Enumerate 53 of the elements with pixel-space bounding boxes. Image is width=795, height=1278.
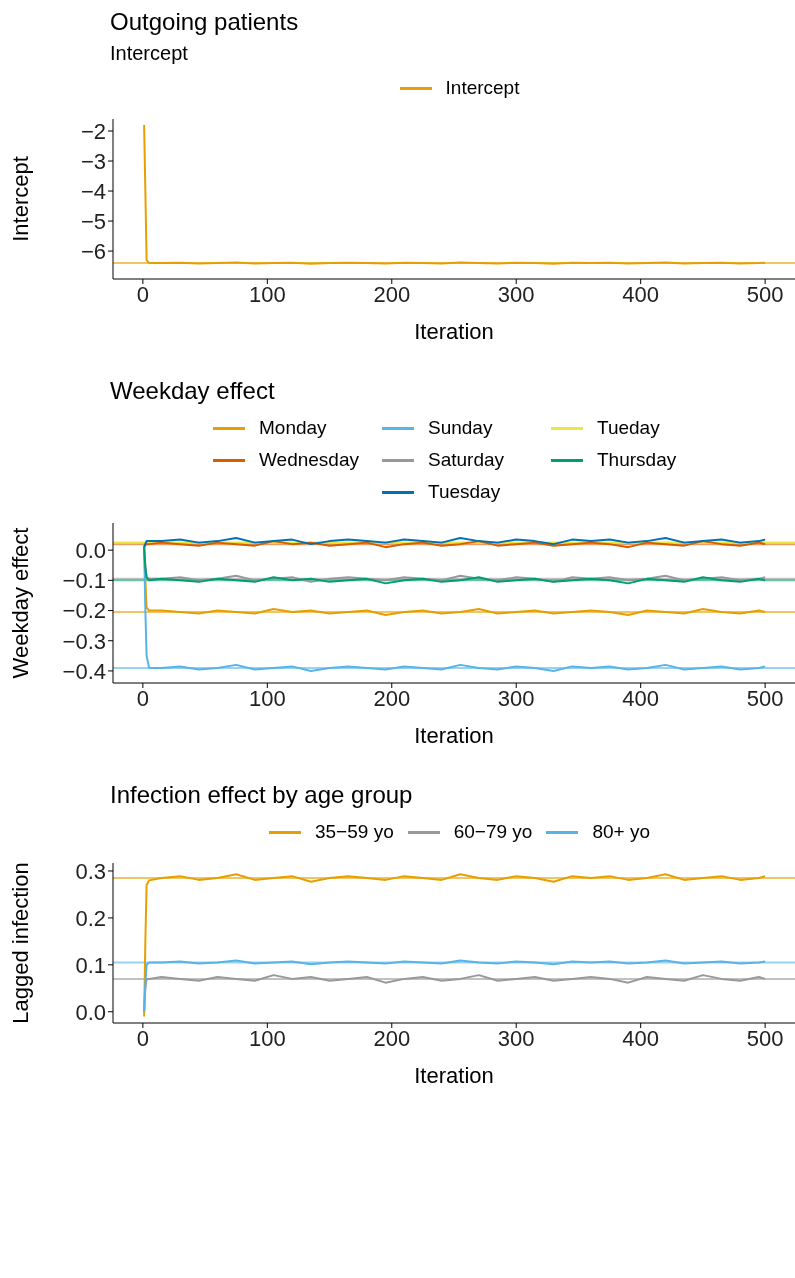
legend-label: Sunday (428, 417, 493, 439)
legend-label: Thursday (597, 449, 677, 471)
x-tick-label: 500 (746, 1025, 784, 1051)
y-axis-title: Lagged infection (7, 862, 33, 1024)
y-axis-title: Weekday effect (7, 527, 33, 679)
x-tick-label: 400 (622, 281, 660, 307)
x-tick-label: 0 (136, 685, 149, 711)
legend-label: 60−79 yo (453, 821, 533, 843)
y-tick-label: −4 (80, 178, 106, 204)
legend-label: Tueday (597, 417, 660, 439)
x-tick-label: 200 (373, 1025, 411, 1051)
y-tick-label: 0.3 (75, 858, 106, 884)
y-tick-label: −5 (80, 208, 106, 234)
y-tick-label: −3 (80, 148, 106, 174)
chart-title: Infection effect by age group (109, 781, 414, 809)
x-axis-title: Iteration (414, 319, 494, 344)
legend-label: Wednesday (259, 449, 359, 471)
y-tick-label: −0.3 (62, 628, 106, 654)
x-tick-label: 0 (136, 1025, 149, 1051)
x-tick-label: 300 (497, 685, 535, 711)
x-tick-label: 400 (622, 1025, 660, 1051)
legend-label: 80+ yo (592, 821, 650, 843)
x-tick-label: 500 (746, 685, 784, 711)
y-tick-label: 0.2 (75, 905, 106, 931)
x-axis-title: Iteration (414, 1063, 494, 1088)
x-tick-label: 200 (373, 685, 411, 711)
x-tick-label: 200 (373, 281, 411, 307)
chart-title: Outgoing patients (109, 8, 300, 36)
legend-label: 35−59 yo (314, 821, 394, 843)
legend-label: Intercept (445, 77, 520, 99)
x-tick-label: 500 (746, 281, 784, 307)
y-tick-label: −0.2 (62, 598, 106, 624)
y-axis-title: Intercept (7, 156, 33, 242)
x-tick-label: 300 (497, 1025, 535, 1051)
y-tick-label: 0.0 (75, 999, 106, 1025)
x-tick-label: 300 (497, 281, 535, 307)
x-tick-label: 100 (248, 281, 286, 307)
y-tick-label: −0.4 (62, 658, 106, 684)
x-tick-label: 100 (248, 1025, 286, 1051)
y-tick-label: 0.1 (75, 952, 106, 978)
x-tick-label: 100 (248, 685, 286, 711)
legend-label: Tuesday (428, 481, 501, 503)
chart-subtitle: Intercept (109, 42, 189, 65)
y-tick-label: −0.1 (62, 568, 106, 594)
x-axis-title: Iteration (414, 723, 494, 748)
y-tick-label: −6 (80, 238, 106, 264)
legend-label: Saturday (428, 449, 505, 471)
x-tick-label: 0 (136, 281, 149, 307)
chart-title: Weekday effect (109, 377, 276, 405)
x-tick-label: 400 (622, 685, 660, 711)
y-tick-label: 0.0 (75, 537, 106, 563)
y-tick-label: −2 (80, 118, 106, 144)
legend-label: Monday (259, 417, 327, 439)
